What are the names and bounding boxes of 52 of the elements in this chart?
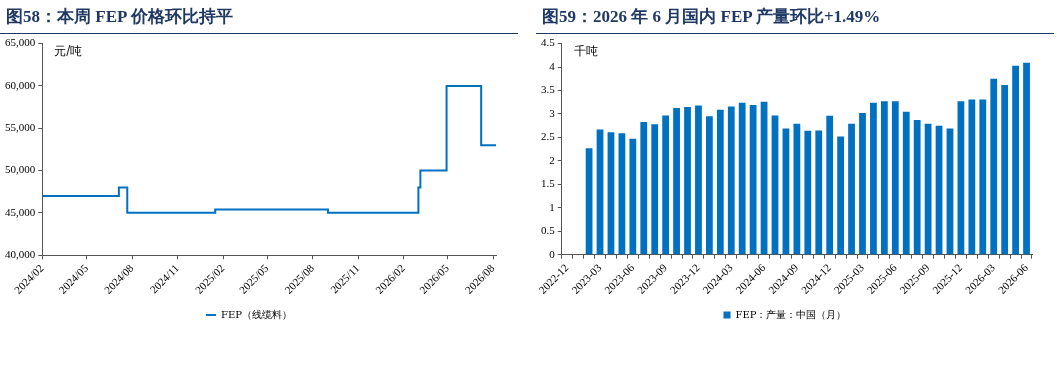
bar [891,101,899,255]
y-tick-label: 65,000 [5,36,36,49]
bar [804,130,812,255]
y-tick-label: 40,000 [5,248,36,261]
legend-label: FEP：产量：中国（月） [735,308,847,320]
bar [651,124,659,255]
bar [1023,62,1030,255]
bar [738,102,746,255]
bar [673,107,680,255]
bar [640,121,648,255]
chart-title: 图59：2026 年 6 月国内 FEP 产量环比+1.49% [536,0,1054,34]
bar [870,102,877,255]
bar [837,136,845,255]
bar [880,101,888,255]
legend-label: FEP（线缆料） [221,308,292,320]
y-tick-label: 3.5 [541,83,556,96]
bar [695,105,702,255]
bar [979,99,987,255]
bar [815,130,823,255]
bar [629,138,637,255]
bar [1012,65,1019,255]
bar [793,123,801,255]
bar [749,105,757,255]
y-tick-label: 55,000 [5,121,36,134]
y-tick-label: 0 [549,247,556,260]
y-tick-label: 60,000 [5,78,36,91]
bar [848,123,855,255]
bar [902,111,910,255]
bar [968,99,976,255]
bar [826,115,834,255]
bar [1001,84,1009,255]
bar [706,116,713,255]
bar [716,109,724,255]
y-tick-label: 2 [549,153,555,166]
y-tick-label: 4 [549,59,556,72]
bar [859,113,866,255]
y-tick-label: 45,000 [5,205,36,218]
y-tick-label: 0.5 [541,224,556,237]
y-axis-title: 千吨 [573,43,598,58]
bar [662,115,670,255]
y-tick-label: 2.5 [541,130,556,143]
y-tick-label: 1 [549,200,555,213]
y-axis-title: 元/吨 [54,43,83,58]
y-tick-label: 4.5 [541,36,556,49]
y-tick-label: 3 [549,106,556,119]
bar [684,106,691,255]
chart-title: 图58：本周 FEP 价格环比持平 [0,0,518,34]
bar [990,78,998,255]
bar [727,106,735,255]
bar [913,120,921,255]
y-tick-label: 50,000 [5,163,36,176]
y-tick-label: 1.5 [541,177,556,190]
